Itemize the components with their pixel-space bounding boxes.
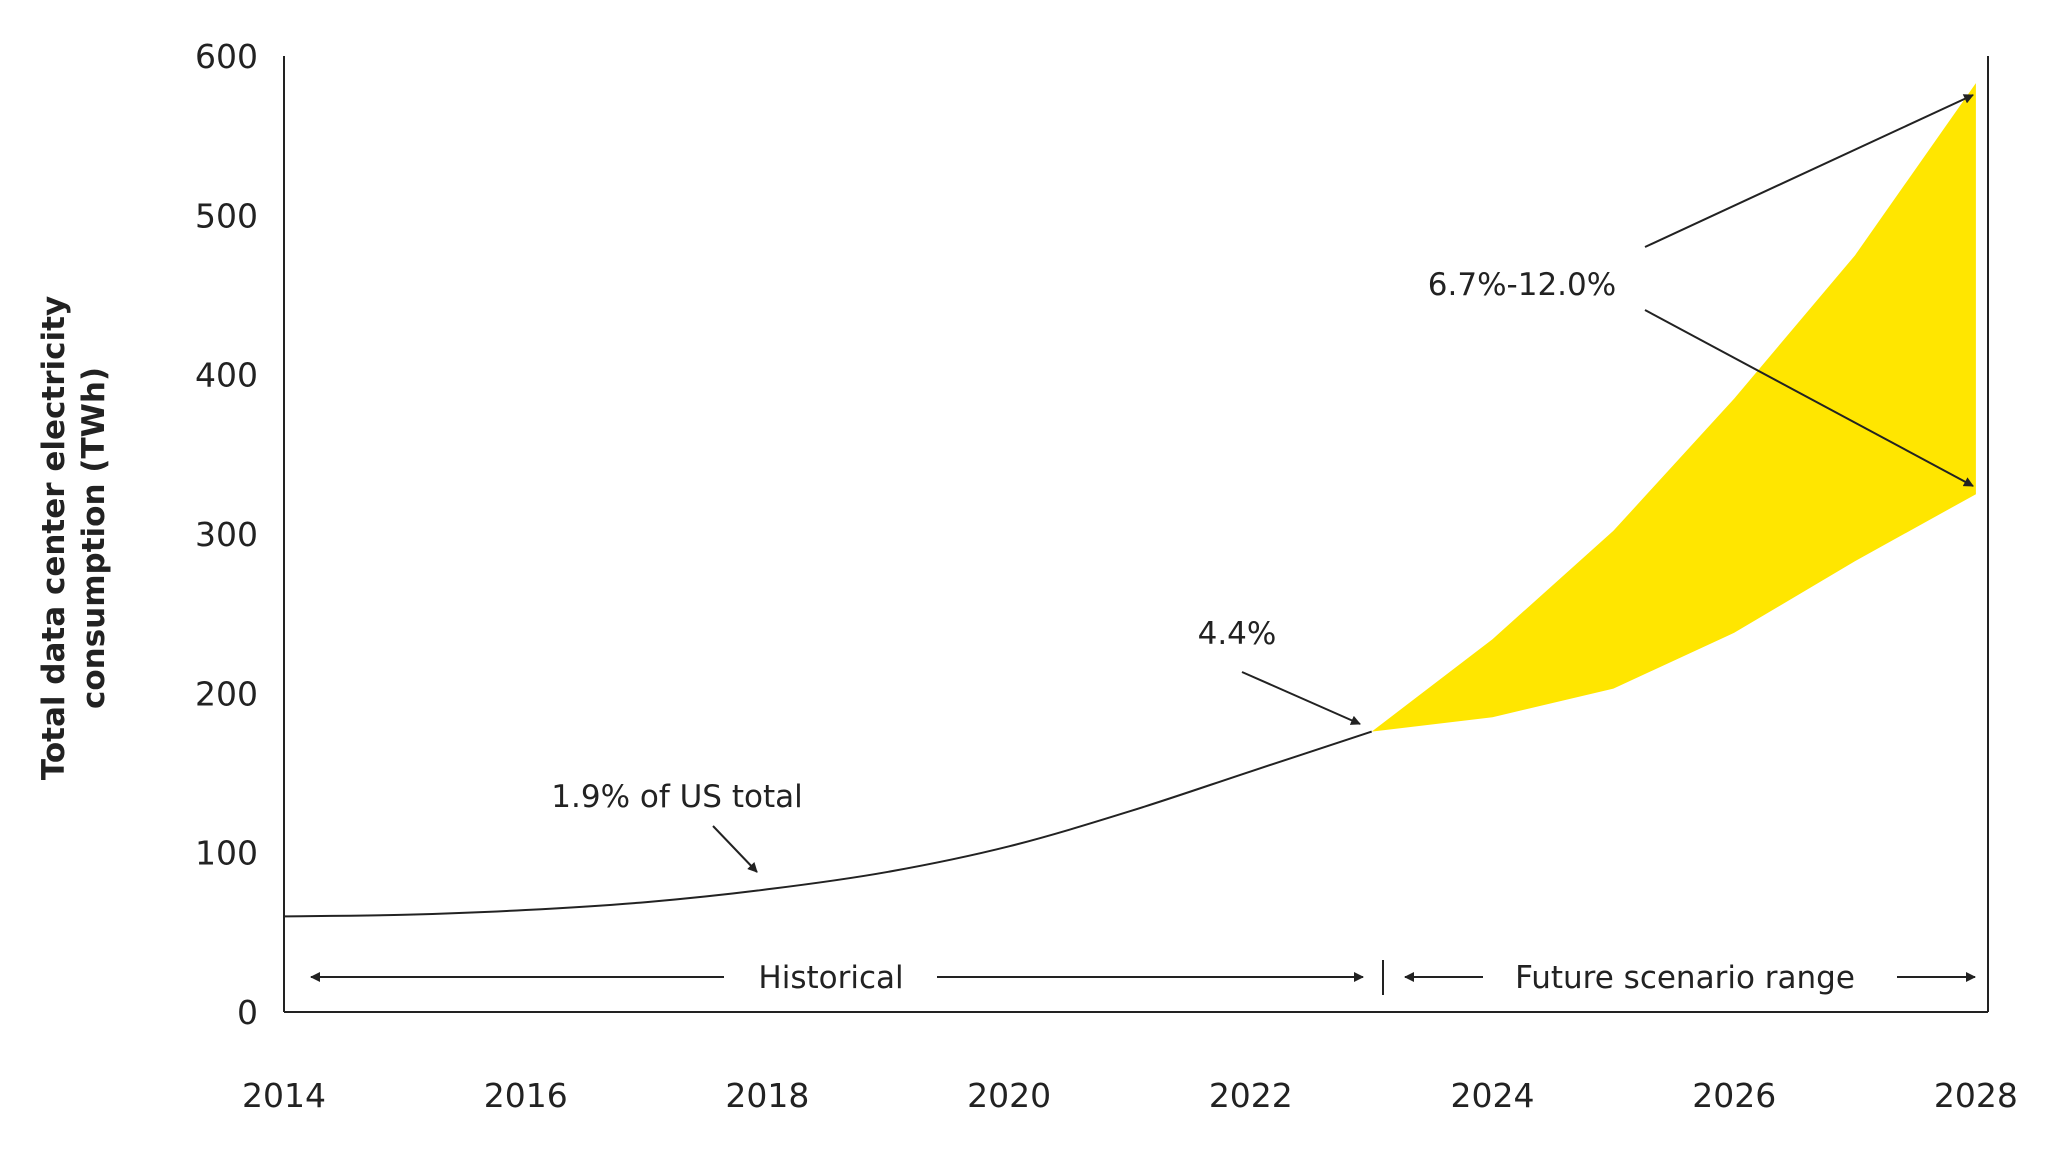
- x-tick-label: 2026: [1692, 1076, 1776, 1115]
- x-tick-label: 2018: [725, 1076, 809, 1115]
- x-tick-label: 2024: [1451, 1076, 1535, 1115]
- x-tick-labels: 2014 2016 2018 2020 2022 2024 2026 2028: [242, 1076, 2018, 1115]
- arrow-share-2028-high: [1644, 94, 1974, 248]
- arrow-hist-share: [712, 825, 758, 873]
- y-tick-labels: 0 100 200 300 400 500 600: [195, 37, 258, 1032]
- x-tick-label: 2016: [484, 1076, 568, 1115]
- y-tick-label: 300: [195, 515, 258, 554]
- annotation-share-2028: 6.7%-12.0%: [1428, 267, 1616, 303]
- x-tick-label: 2014: [242, 1076, 326, 1115]
- arrow-share-2023: [1241, 671, 1361, 725]
- x-tick-label: 2022: [1209, 1076, 1293, 1115]
- future-scenario-band: [1371, 83, 1976, 732]
- annotation-future: Future scenario range: [1515, 960, 1855, 996]
- y-tick-label: 0: [237, 993, 258, 1032]
- annotation-historical: Historical: [758, 960, 903, 996]
- y-axis-label-line-2: consumption (TWh): [76, 367, 112, 709]
- arrow-share-2028-low: [1644, 309, 1974, 487]
- y-tick-label: 200: [195, 674, 258, 713]
- y-tick-label: 500: [195, 196, 258, 235]
- y-tick-label: 400: [195, 356, 258, 395]
- annotation-share-2023: 4.4%: [1198, 616, 1277, 652]
- y-tick-label: 100: [195, 834, 258, 873]
- historical-series-line: [283, 730, 1373, 918]
- y-axis-label: Total data center electricity consumptio…: [36, 296, 112, 780]
- x-tick-label: 2028: [1934, 1076, 2018, 1115]
- y-tick-label: 600: [195, 37, 258, 76]
- y-axis-label-line-1: Total data center electricity: [36, 296, 72, 780]
- x-tick-label: 2020: [967, 1076, 1051, 1115]
- annotation-hist-share: 1.9% of US total: [551, 779, 802, 815]
